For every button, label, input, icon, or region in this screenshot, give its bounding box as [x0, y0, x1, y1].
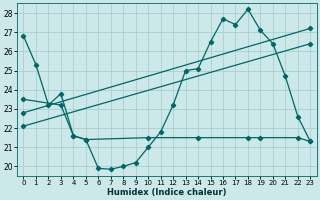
X-axis label: Humidex (Indice chaleur): Humidex (Indice chaleur) — [107, 188, 227, 197]
